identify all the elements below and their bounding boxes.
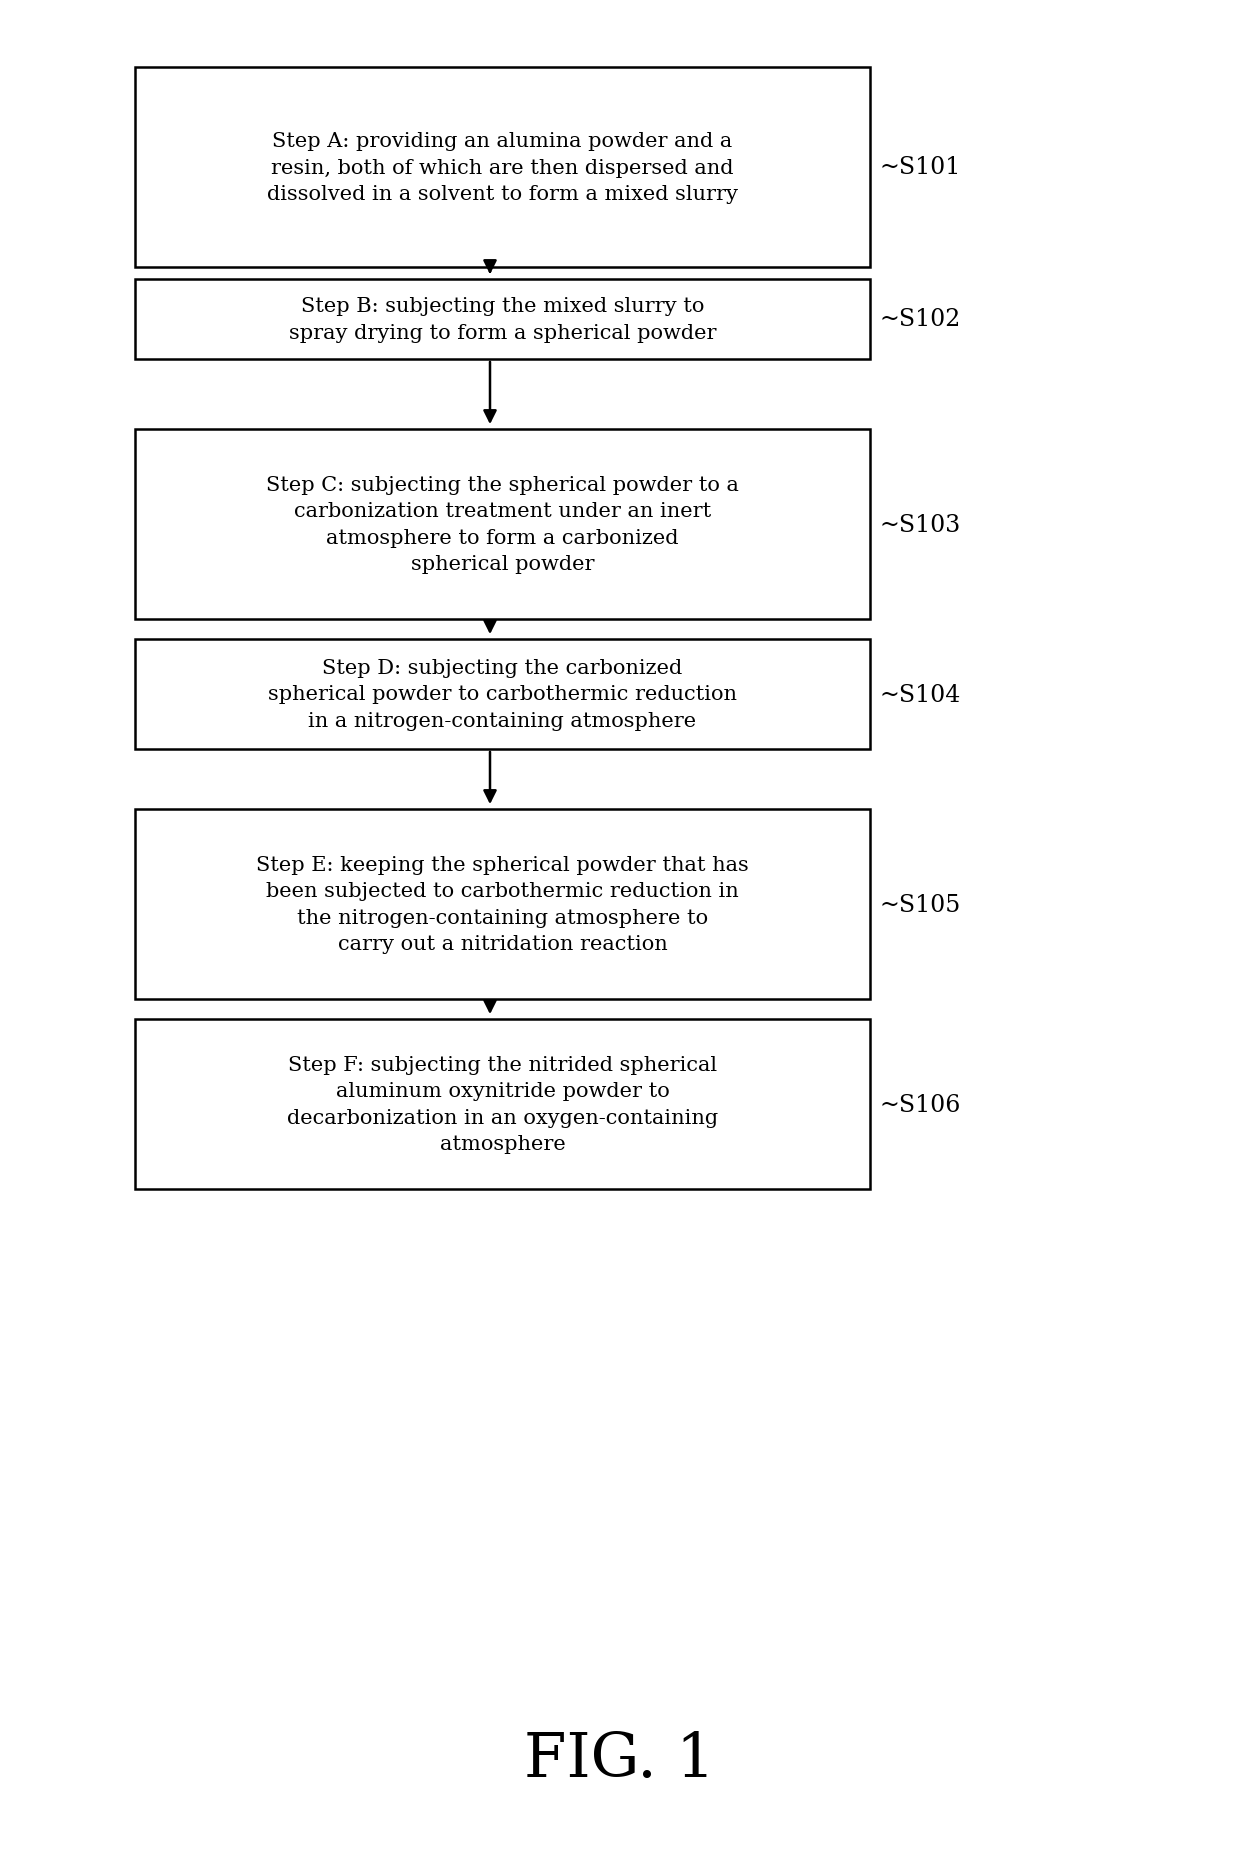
Text: Step E: keeping the spherical powder that has
been subjected to carbothermic red: Step E: keeping the spherical powder tha… <box>257 856 749 954</box>
Text: Step C: subjecting the spherical powder to a
carbonization treatment under an in: Step C: subjecting the spherical powder … <box>267 475 739 574</box>
Text: ~S105: ~S105 <box>880 893 961 915</box>
Text: ~S103: ~S103 <box>880 513 961 537</box>
Text: Step A: providing an alumina powder and a
resin, both of which are then disperse: Step A: providing an alumina powder and … <box>267 132 738 203</box>
Text: Step D: subjecting the carbonized
spherical powder to carbothermic reduction
in : Step D: subjecting the carbonized spheri… <box>268 658 737 731</box>
Bar <box>135 1020 870 1189</box>
Text: ~S104: ~S104 <box>880 682 961 706</box>
Text: ~S106: ~S106 <box>880 1092 961 1117</box>
Text: ~S102: ~S102 <box>880 308 961 332</box>
Text: FIG. 1: FIG. 1 <box>525 1730 715 1789</box>
Text: Step B: subjecting the mixed slurry to
spray drying to form a spherical powder: Step B: subjecting the mixed slurry to s… <box>289 296 717 343</box>
Bar <box>135 639 870 749</box>
Bar <box>135 280 870 360</box>
Text: ~S101: ~S101 <box>880 157 961 179</box>
Bar <box>135 431 870 619</box>
Bar <box>135 809 870 999</box>
Text: Step F: subjecting the nitrided spherical
aluminum oxynitride powder to
decarbon: Step F: subjecting the nitrided spherica… <box>286 1055 718 1154</box>
Bar <box>135 67 870 268</box>
